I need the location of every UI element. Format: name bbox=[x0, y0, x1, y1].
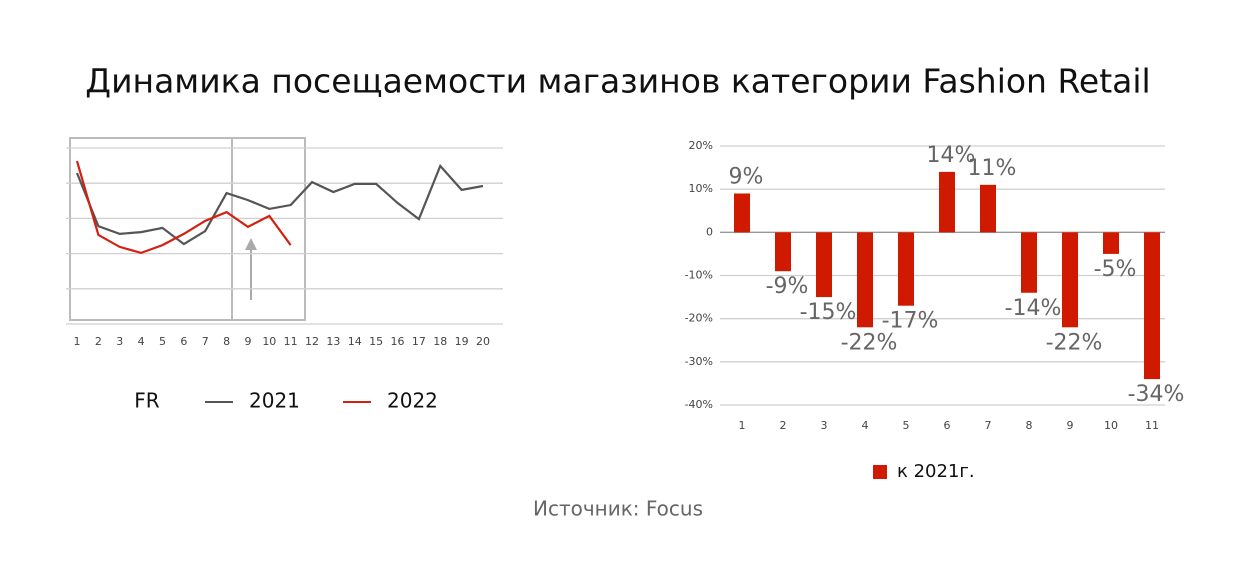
x-tick-label: 7 bbox=[202, 335, 209, 348]
line-series bbox=[75, 163, 484, 246]
x-tick-label: 10 bbox=[1104, 419, 1118, 432]
bar bbox=[857, 232, 873, 328]
y-tick-label: 10% bbox=[689, 182, 713, 195]
legend-label: 2022 bbox=[387, 389, 438, 413]
data-label: 9% bbox=[729, 164, 764, 189]
x-tick-label: 11 bbox=[1145, 419, 1159, 432]
x-tick-label: 1 bbox=[739, 419, 746, 432]
data-label: -5% bbox=[1094, 257, 1137, 282]
data-label: -14% bbox=[1005, 296, 1062, 321]
x-tick-label: 4 bbox=[138, 335, 145, 348]
data-label: -34% bbox=[1128, 382, 1185, 407]
x-tick-label: 3 bbox=[821, 419, 828, 432]
x-tick-label: 6 bbox=[944, 419, 951, 432]
data-label: -22% bbox=[841, 330, 898, 355]
bar bbox=[980, 184, 996, 233]
x-tick-label: 13 bbox=[326, 335, 340, 348]
x-tick-label: 15 bbox=[369, 335, 383, 348]
x-tick-label: 6 bbox=[180, 335, 187, 348]
data-label: -17% bbox=[882, 309, 939, 334]
data-label: -9% bbox=[766, 274, 809, 299]
x-tick-label: 2 bbox=[95, 335, 102, 348]
x-tick-label: 11 bbox=[284, 335, 298, 348]
x-tick-label: 9 bbox=[1067, 419, 1074, 432]
bar bbox=[1144, 232, 1160, 380]
x-tick-label: 2 bbox=[780, 419, 787, 432]
bar bbox=[1103, 232, 1119, 254]
legend-label: 2021 bbox=[249, 389, 300, 413]
line-series bbox=[75, 160, 292, 255]
x-tick-label: 18 bbox=[433, 335, 447, 348]
x-tick-label: 3 bbox=[116, 335, 123, 348]
x-tick-label: 19 bbox=[455, 335, 469, 348]
bar bbox=[939, 171, 955, 233]
legend-swatch bbox=[873, 465, 887, 479]
y-tick-label: -30% bbox=[685, 355, 713, 368]
data-label: 14% bbox=[927, 143, 976, 168]
bar bbox=[816, 232, 832, 298]
y-tick-label: 20% bbox=[689, 139, 713, 152]
x-tick-label: 5 bbox=[159, 335, 166, 348]
x-tick-label: 20 bbox=[476, 335, 490, 348]
bar bbox=[898, 232, 914, 306]
bar bbox=[1062, 232, 1078, 328]
x-tick-label: 12 bbox=[305, 335, 319, 348]
arrow-head bbox=[245, 238, 257, 250]
x-tick-label: 1 bbox=[74, 335, 81, 348]
data-label: -22% bbox=[1046, 330, 1103, 355]
x-tick-label: 10 bbox=[262, 335, 276, 348]
x-tick-label: 8 bbox=[223, 335, 230, 348]
x-tick-label: 4 bbox=[862, 419, 869, 432]
x-tick-label: 14 bbox=[348, 335, 362, 348]
highlight-box bbox=[69, 137, 306, 321]
y-tick-label: 0 bbox=[706, 225, 713, 238]
data-label: -15% bbox=[800, 300, 857, 325]
bar bbox=[775, 232, 791, 272]
bar bbox=[1021, 232, 1037, 293]
legend-label: к 2021г. bbox=[897, 461, 975, 482]
legend-title: FR bbox=[134, 389, 160, 413]
source: Источник: Focus bbox=[533, 497, 703, 521]
y-tick-label: -10% bbox=[685, 269, 713, 282]
x-tick-label: 7 bbox=[985, 419, 992, 432]
x-tick-label: 17 bbox=[412, 335, 426, 348]
data-label: 11% bbox=[968, 156, 1017, 181]
x-tick-label: 5 bbox=[903, 419, 910, 432]
x-tick-label: 8 bbox=[1026, 419, 1033, 432]
title: Динамика посещаемости магазинов категори… bbox=[85, 62, 1150, 101]
y-tick-label: -20% bbox=[685, 312, 713, 325]
bar bbox=[734, 193, 750, 233]
x-tick-label: 9 bbox=[244, 335, 251, 348]
y-tick-label: -40% bbox=[685, 398, 713, 411]
x-tick-label: 16 bbox=[391, 335, 405, 348]
